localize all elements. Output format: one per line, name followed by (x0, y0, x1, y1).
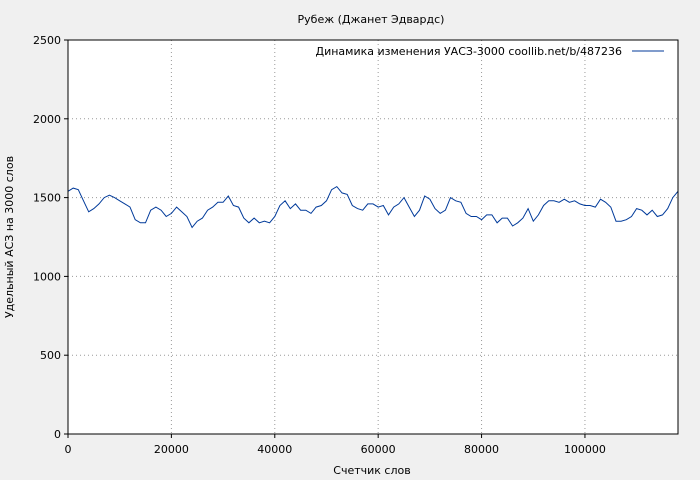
legend: Динамика изменения УАСЗ-3000 coollib.net… (316, 45, 664, 58)
x-tick-label: 100000 (564, 443, 606, 456)
chart-title: Рубеж (Джанет Эдвардс) (298, 13, 445, 26)
x-tick-label: 0 (65, 443, 72, 456)
series-lines (67, 185, 679, 229)
y-tick-label: 500 (40, 349, 61, 362)
x-ticks: 0 20000 40000 60000 80000 100000 (65, 434, 606, 456)
grid-lines (68, 40, 678, 434)
y-tick-label: 2500 (33, 34, 61, 47)
series-line (67, 185, 679, 229)
y-ticks: 0 500 1000 1500 2000 2500 (33, 34, 68, 441)
x-axis-label: Счетчик слов (333, 464, 410, 477)
y-tick-label: 0 (54, 428, 61, 441)
y-tick-label: 2000 (33, 113, 61, 126)
x-tick-label: 80000 (464, 443, 499, 456)
y-tick-label: 1000 (33, 270, 61, 283)
plot-frame (67, 39, 679, 435)
y-tick-label: 1500 (33, 192, 61, 205)
legend-label: Динамика изменения УАСЗ-3000 coollib.net… (316, 45, 623, 58)
x-tick-label: 60000 (361, 443, 396, 456)
plot-area (68, 40, 678, 434)
x-tick-label: 40000 (257, 443, 292, 456)
y-axis-label: Удельный АСЗ на 3000 слов (3, 156, 16, 318)
x-tick-label: 20000 (154, 443, 189, 456)
